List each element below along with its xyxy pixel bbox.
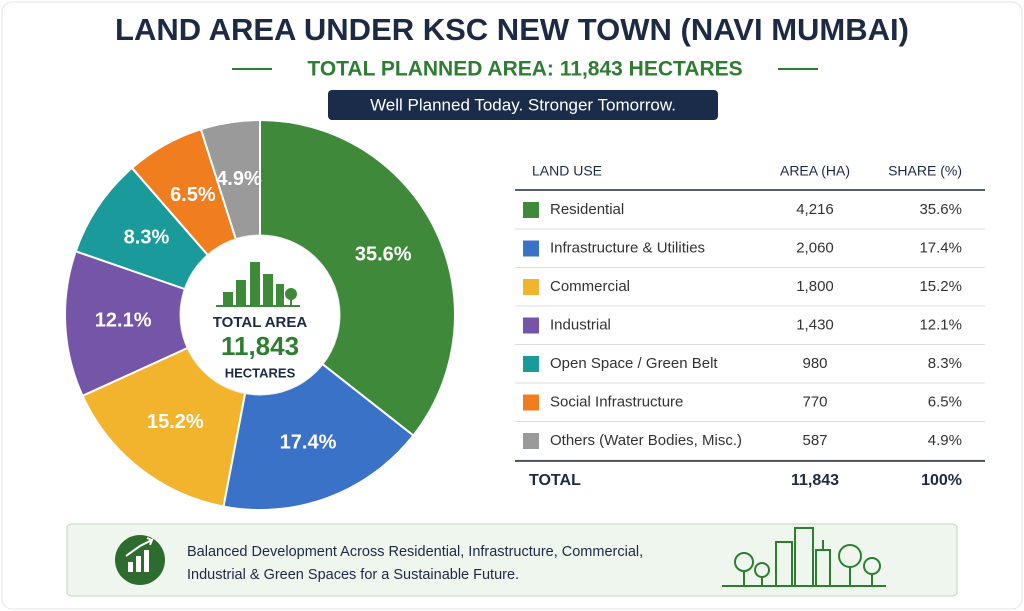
footer-text: Balanced Development Across Residential,…	[187, 544, 643, 560]
land-use: Residential	[550, 201, 624, 218]
slice-label: 4.9%	[216, 168, 262, 190]
center-hole	[179, 234, 341, 396]
land-use: Open Space / Green Belt	[550, 355, 718, 372]
tagline-box	[328, 90, 718, 120]
slice-label: 15.2%	[147, 411, 204, 433]
slice-label: 17.4%	[280, 432, 337, 454]
table-total: TOTAL	[529, 472, 581, 489]
slice-label: 6.5%	[170, 184, 216, 206]
slice-label: 12.1%	[95, 310, 152, 332]
table-cell: 8.3%	[928, 355, 962, 372]
table-header: LAND USE	[532, 163, 602, 179]
table-header: SHARE (%)	[888, 163, 962, 179]
center-icon	[216, 262, 300, 307]
table-total: 11,843	[791, 472, 839, 489]
table-cell: 15.2%	[919, 278, 962, 295]
table-cell: 980	[802, 355, 827, 372]
legend-swatch	[523, 240, 539, 257]
land-use: Commercial	[550, 278, 630, 295]
table-cell: 587	[802, 432, 827, 449]
land-use: Infrastructure & Utilities	[550, 239, 705, 256]
table-cell: 1,430	[796, 316, 834, 333]
table-cell: 35.6%	[919, 201, 962, 218]
pie-slice	[259, 118, 456, 437]
center-value: 11,843	[221, 331, 299, 361]
land-use: Others (Water Bodies, Misc.)	[550, 432, 742, 449]
subtitle: TOTAL PLANNED AREA: 11,843 HECTARES	[307, 58, 742, 81]
legend-swatch	[523, 279, 539, 295]
table-cell: 2,060	[796, 239, 834, 256]
legend-swatch	[523, 202, 539, 218]
table-cell: 4.9%	[928, 432, 962, 449]
land-use: Industrial	[550, 316, 611, 333]
table-header: AREA (HA)	[780, 163, 850, 179]
pie-slice	[64, 249, 263, 398]
table-total: 100%	[921, 472, 962, 489]
city-illustration	[722, 527, 886, 587]
footer-icon-bars	[125, 537, 154, 572]
title: LAND AREA UNDER KSC NEW TOWN (NAVI MUMBA…	[115, 12, 909, 47]
land-use: Social Infrastructure	[550, 393, 683, 410]
legend-swatch	[523, 394, 539, 411]
table-cell: 4,216	[796, 201, 834, 218]
legend-swatch	[523, 433, 539, 449]
table-cell: 6.5%	[928, 393, 962, 410]
footer-box	[66, 523, 958, 597]
center-unit: HECTARES	[225, 365, 296, 380]
table-cell: 17.4%	[919, 239, 962, 256]
slice-label: 8.3%	[124, 227, 170, 249]
slice-label: 35.6%	[355, 243, 412, 265]
legend-swatch	[523, 356, 539, 372]
legend-swatch	[523, 317, 539, 334]
table-cell: 1,800	[796, 278, 834, 295]
table: LAND USE AREA (HA) SHARE (%) Residential 4,2…	[515, 163, 985, 489]
table-cell: 770	[802, 393, 827, 410]
center-label: TOTAL AREA	[213, 314, 308, 331]
table-cell: 12.1%	[919, 316, 962, 333]
tagline: Well Planned Today. Stronger Tomorrow.	[370, 95, 676, 114]
footer-text: Industrial & Green Spaces for a Sustaina…	[187, 567, 519, 583]
